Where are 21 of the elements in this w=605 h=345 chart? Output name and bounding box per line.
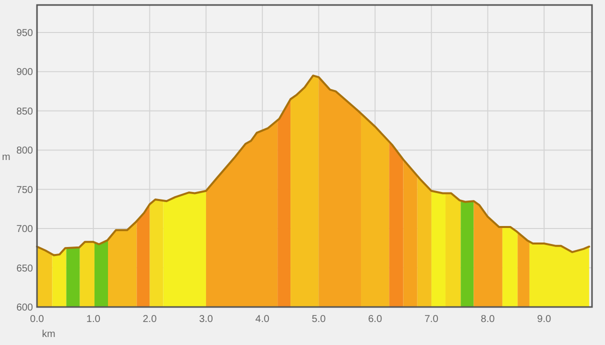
y-tick-label: 900 [16, 67, 34, 78]
y-tick-label: 700 [16, 224, 34, 236]
x-tick-label: 0.0 [30, 314, 44, 325]
x-axis-title: km [42, 329, 56, 340]
y-tick-label: 950 [16, 28, 34, 39]
x-tick-label: 6.0 [368, 314, 382, 325]
y-tick-label: 850 [16, 106, 34, 118]
y-tick-label: 750 [16, 184, 34, 196]
x-tick-label: 9.0 [537, 314, 552, 325]
x-tick-label: 8.0 [480, 314, 496, 325]
x-tick-label: 3.0 [199, 314, 214, 325]
line-series [36, 74, 590, 256]
y-axis-title: m [2, 152, 10, 163]
y-tick-label: 650 [16, 263, 34, 274]
y-tick-label: 600 [16, 302, 34, 314]
x-tick-label: 7.0 [424, 314, 439, 325]
x-tick-label: 2.0 [142, 314, 158, 325]
x-tick-label: 4.0 [255, 314, 270, 325]
x-tick-label: 5.0 [312, 314, 326, 325]
x-tick-label: 1.0 [86, 314, 101, 325]
y-tick-label: 800 [16, 146, 34, 157]
